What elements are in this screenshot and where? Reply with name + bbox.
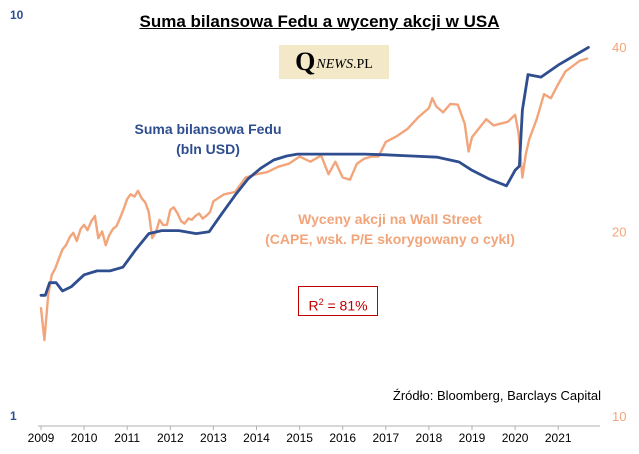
fed-series-line: [39, 46, 590, 297]
cape-series-line: [39, 57, 589, 342]
x-tick-label: 2021: [545, 431, 572, 445]
right-tick-label: 10: [612, 409, 626, 424]
right-tick-label: 40: [612, 40, 626, 55]
cape-series-label: Wyceny akcji na Wall Street (CAPE, wsk. …: [255, 209, 525, 249]
x-tick-label: 2016: [329, 431, 356, 445]
logo-news: NEWS: [316, 57, 353, 72]
chart-title: Suma bilansowa Fedu a wyceny akcji w USA: [139, 12, 500, 31]
x-tick-label: 2018: [416, 431, 443, 445]
source-note: Źródło: Bloomberg, Barclays Capital: [392, 388, 601, 403]
x-tick-label: 2013: [200, 431, 227, 445]
qnews-logo: Q NEWS.PL: [279, 45, 389, 79]
cape-label-line1: Wyceny akcji na Wall Street: [298, 211, 482, 227]
fed-label-line1: Suma bilansowa Fedu: [134, 121, 282, 137]
x-tick-label: 2010: [71, 431, 98, 445]
x-tick-label: 2015: [286, 431, 313, 445]
right-tick-label: 20: [612, 225, 626, 240]
left-axis-ticks: 10 1: [10, 8, 24, 423]
left-tick-label: 10: [10, 8, 24, 22]
fed-series-label: Suma bilansowa Fedu (bln USD): [118, 119, 298, 159]
cape-label-line2: (CAPE, wsk. P/E skorygowany o cykl): [265, 231, 515, 247]
x-tick-label: 2011: [114, 431, 140, 445]
x-axis-ticks: 2009 2010 2011 2012 2013 2014 2015 2016 2017 2018…: [28, 426, 572, 445]
logo-pl: .PL: [352, 57, 373, 72]
x-tick-label: 2009: [28, 431, 55, 445]
x-tick-label: 2012: [157, 431, 184, 445]
x-tick-label: 2017: [372, 431, 399, 445]
series-lines: [39, 46, 590, 342]
x-tick-label: 2014: [243, 431, 270, 445]
x-tick-label: 2019: [459, 431, 486, 445]
logo-q: Q: [295, 47, 316, 76]
left-tick-label: 1: [10, 409, 17, 423]
r-squared-box: R2 = 81%: [298, 286, 378, 316]
right-axis-ticks: 40 20 10: [612, 40, 626, 424]
x-tick-label: 2020: [502, 431, 529, 445]
fed-label-line2: (bln USD): [176, 141, 240, 157]
